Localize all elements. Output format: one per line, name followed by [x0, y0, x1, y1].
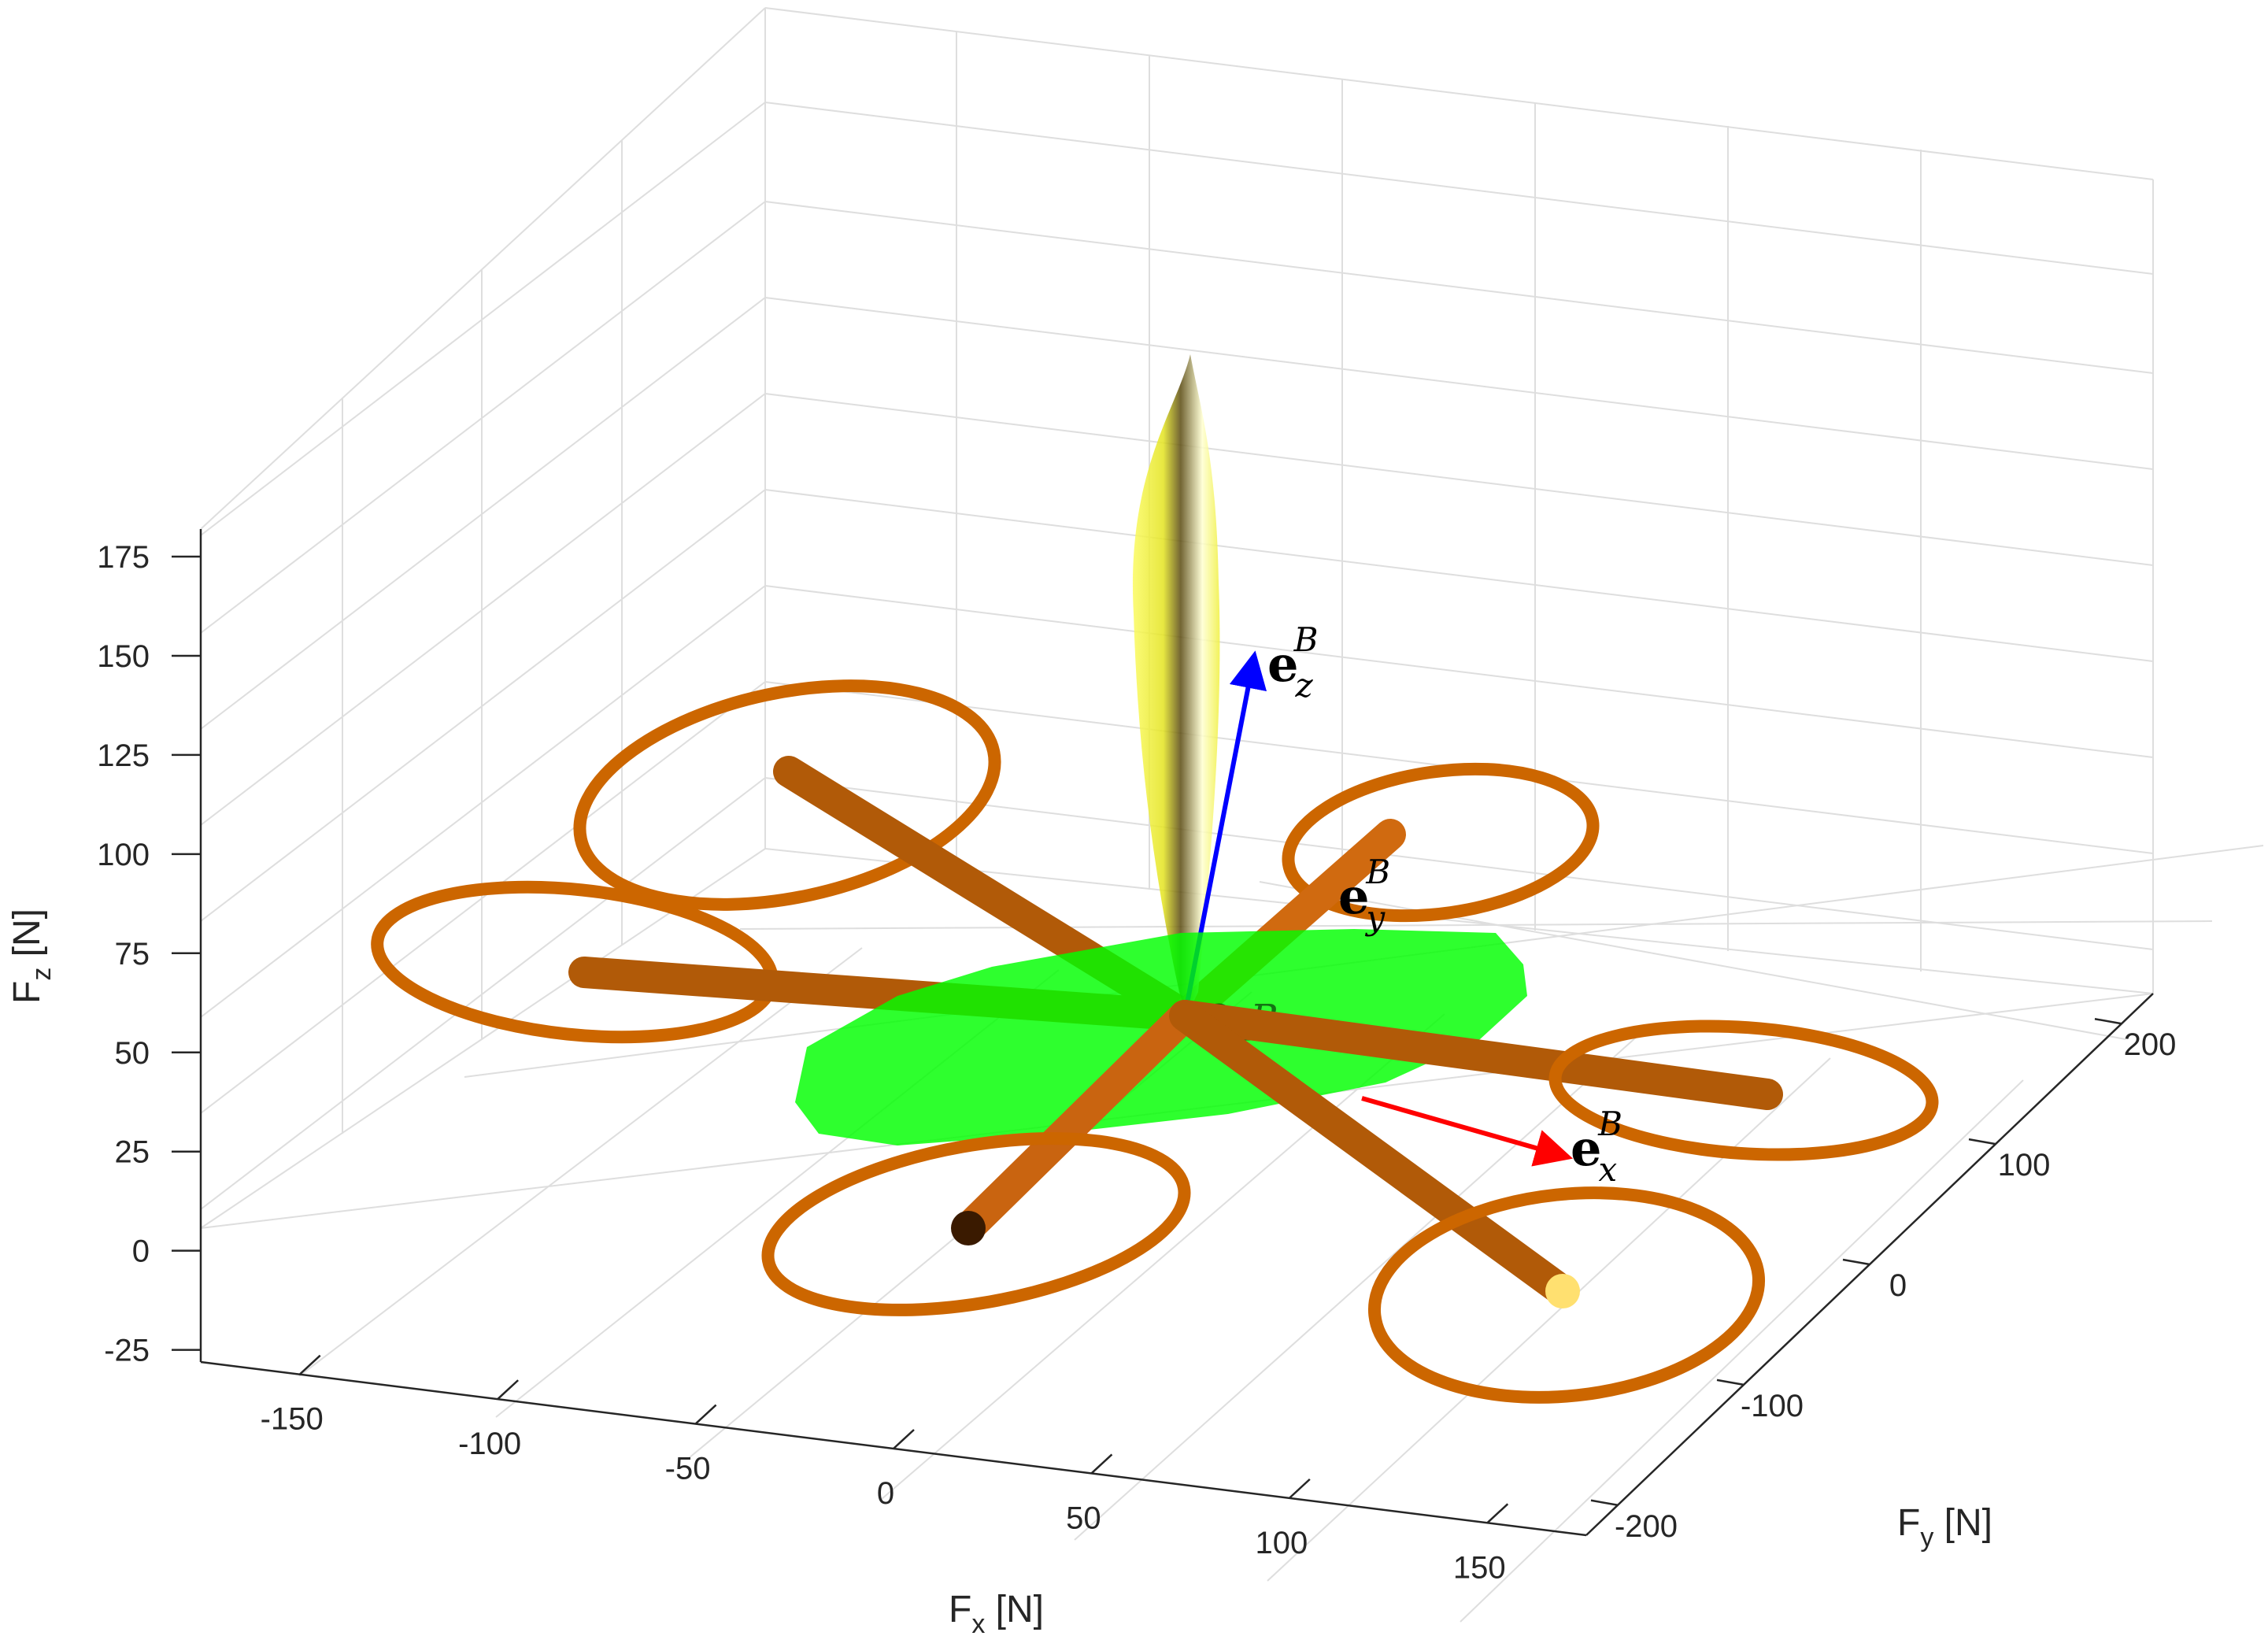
- x-tick-label: -50: [665, 1452, 711, 1486]
- arm-end-cap: [951, 1211, 986, 1245]
- x-ticks: -150 -100 -50 0 50 100 150: [261, 1354, 1509, 1585]
- x-tick-label: 50: [1066, 1501, 1101, 1535]
- grid-line: [1074, 1035, 1638, 1541]
- y-tick-mark: [1716, 1379, 1744, 1386]
- grid-lines: [200, 7, 2264, 1623]
- y-tick-label: -100: [1741, 1389, 1804, 1423]
- x-tick-label: 100: [1255, 1526, 1308, 1560]
- x-tick-mark: [893, 1429, 915, 1449]
- grid-line: [764, 848, 2154, 994]
- x-tick-mark: [1090, 1453, 1113, 1475]
- z-ticks: -25 0 25 50 75 100 125 150 175: [97, 540, 201, 1368]
- z-tick-label: 0: [132, 1234, 150, 1269]
- rotor-ring: [761, 1132, 1191, 1316]
- grid-line: [298, 947, 863, 1377]
- x-tick-mark: [298, 1354, 321, 1375]
- arm: [1169, 1000, 1578, 1307]
- vertical-force-envelope: [1132, 354, 1220, 1016]
- z-axis-label: Fz [N]: [6, 909, 57, 1004]
- y-ticks: -200 -100 0 100 200: [1590, 1017, 2177, 1544]
- y-tick-label: 0: [1889, 1268, 1907, 1303]
- rotor-ring: [1548, 1020, 1939, 1161]
- grid-line: [764, 7, 2154, 180]
- grid-line: [1267, 1057, 1831, 1582]
- arm-end-cap: [1545, 1274, 1580, 1308]
- y-tick-mark: [1968, 1138, 1996, 1145]
- z-tick-label: 125: [97, 738, 150, 773]
- y-tick-label: 100: [1998, 1148, 2051, 1183]
- y-tick-label: -200: [1615, 1509, 1678, 1544]
- grid-line: [1259, 881, 2126, 1040]
- rotor-ring: [1367, 1186, 1766, 1404]
- z-tick-label: 75: [115, 937, 150, 972]
- grid-line: [200, 297, 766, 730]
- y-tick-mark: [1590, 1499, 1619, 1507]
- grid-line: [764, 393, 2154, 566]
- rotor-ring: [573, 679, 1001, 911]
- vector-ey-label: eyB: [1338, 853, 1390, 937]
- x-axis-label: Fx [N]: [949, 1589, 1044, 1639]
- grid-line: [764, 102, 2154, 275]
- z-tick-label: -25: [104, 1334, 150, 1368]
- z-tick-label: 100: [97, 838, 150, 872]
- grid-line: [200, 201, 766, 634]
- z-tick-label: 25: [115, 1135, 150, 1170]
- vector-ex-label: exB: [1571, 1105, 1622, 1189]
- vector-ez-label: ezB: [1267, 620, 1318, 705]
- grid-line: [200, 102, 766, 536]
- grid-line: [200, 777, 766, 1210]
- grid-line: [764, 777, 2154, 950]
- y-axis-label: Fy [N]: [1897, 1502, 1992, 1553]
- x-tick-label: -100: [458, 1427, 521, 1461]
- grid-line: [739, 920, 2213, 930]
- x-tick-mark: [1289, 1478, 1311, 1499]
- rotor-ring: [1282, 762, 1600, 923]
- grid-line: [881, 1013, 1445, 1500]
- grid-line: [764, 201, 2154, 374]
- grid-line: [200, 681, 766, 1114]
- x-tick-label: -150: [261, 1402, 324, 1437]
- x-tick-mark: [1486, 1503, 1509, 1524]
- arm: [953, 1000, 1201, 1244]
- grid-line: [764, 297, 2154, 470]
- x-tick-label: 0: [877, 1476, 894, 1511]
- grid-line: [764, 489, 2154, 662]
- grid-line: [764, 585, 2154, 758]
- x-tick-mark: [694, 1404, 717, 1425]
- rotor-rings-front: [761, 1020, 1939, 1404]
- vector-ex-arrow: [1361, 1096, 1574, 1167]
- grid-line: [200, 7, 766, 530]
- y-tick-mark: [1842, 1258, 1870, 1266]
- arm: [1169, 1000, 1783, 1110]
- grid-line: [200, 489, 766, 922]
- y-tick-label: 200: [2124, 1027, 2177, 1062]
- grid-line: [200, 393, 766, 826]
- grid-line: [200, 585, 766, 1018]
- x-tick-mark: [497, 1379, 519, 1401]
- z-tick-label: 175: [97, 540, 150, 575]
- z-tick-label: 50: [115, 1036, 150, 1071]
- arms-front: [953, 1000, 1783, 1307]
- y-tick-mark: [2094, 1017, 2122, 1025]
- z-tick-label: 150: [97, 639, 150, 674]
- x-tick-label: 150: [1453, 1550, 1506, 1585]
